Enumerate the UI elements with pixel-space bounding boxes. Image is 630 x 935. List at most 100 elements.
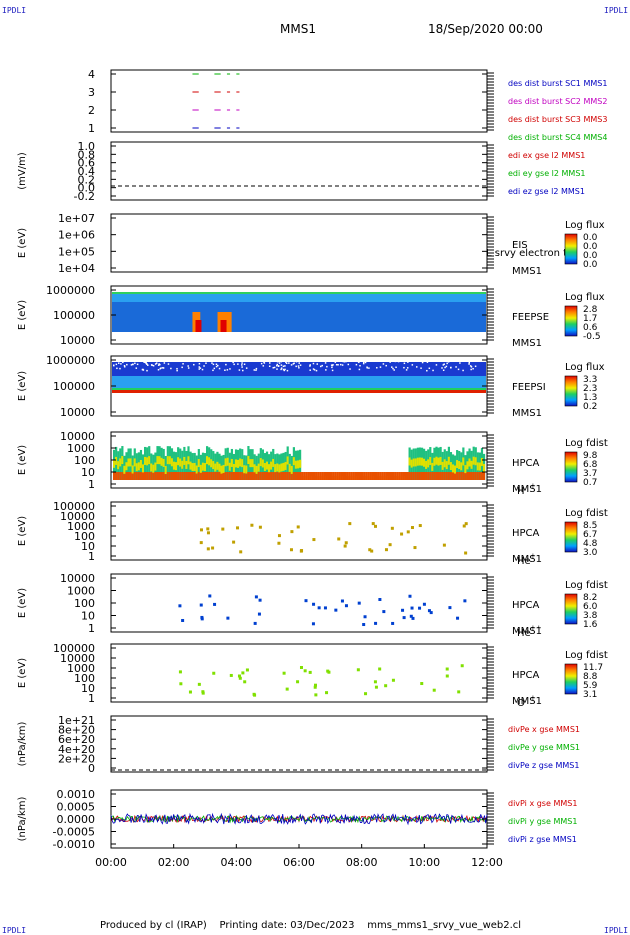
noise-dot — [362, 362, 365, 365]
spectrogram-column — [203, 472, 207, 480]
spectrogram-column — [251, 459, 254, 468]
noise-dot — [339, 363, 342, 366]
y-tick-label: 0.6 — [78, 157, 96, 170]
noise-dot — [162, 367, 164, 369]
spectrogram-column — [429, 472, 432, 480]
noise-dot — [163, 362, 166, 364]
noise-dot — [255, 367, 258, 370]
panel-edi: -0.20.00.20.40.60.81.0 (mV/m) edi ex gse l… — [17, 140, 586, 203]
spectrogram-column — [441, 461, 444, 470]
spectrogram-speck — [382, 610, 386, 614]
spectrogram-speck — [211, 546, 215, 550]
spectrogram-column — [197, 459, 200, 468]
spectrogram-column — [470, 472, 473, 480]
y-tick-label: 1000 — [67, 520, 95, 533]
noise-dot — [160, 367, 162, 369]
spectrogram-column — [385, 472, 388, 480]
spectrogram-column — [125, 472, 128, 480]
noise-dot — [309, 369, 311, 371]
corner-tag-bottom-right: IPDLI — [604, 926, 629, 935]
y-tick-label: 1e+04 — [58, 262, 95, 275]
spectrogram-column — [241, 472, 244, 480]
spectrogram-column — [325, 472, 329, 480]
spectrogram-column — [150, 472, 153, 480]
spectrogram-column — [119, 472, 122, 480]
noise-dot — [299, 364, 302, 366]
colorbar-tick-label: 3.3 — [583, 375, 597, 385]
colorbar-tick-label: 1.7 — [583, 314, 597, 324]
noise-dot — [292, 363, 295, 365]
spectrogram-column — [119, 458, 122, 467]
spectrogram-column — [284, 461, 287, 470]
spectrogram-speck — [445, 674, 449, 678]
noise-dot — [226, 369, 229, 371]
spectrogram-column — [282, 462, 285, 471]
spectrogram-speck — [420, 682, 424, 686]
noise-dot — [158, 363, 160, 365]
y-tick-label: 1.0 — [78, 140, 96, 153]
noise-dot — [405, 369, 408, 371]
noise-dot — [445, 365, 448, 368]
spectrogram-column — [373, 472, 376, 480]
spectrogram-column — [456, 472, 459, 480]
y-tick-label: 100000 — [53, 500, 95, 513]
spectrogram-column — [451, 464, 455, 473]
overlay-text: L srvy electron to — [486, 248, 573, 259]
noise-dot — [282, 368, 285, 371]
spectrogram-column — [191, 463, 194, 472]
spectrogram-column — [311, 472, 314, 480]
spectrogram-column — [148, 456, 151, 465]
noise-dot — [341, 360, 344, 363]
noise-dot — [277, 360, 279, 363]
noise-dot — [159, 367, 162, 370]
spectrogram-column — [214, 472, 217, 480]
noise-dot — [319, 365, 322, 368]
spectrogram-speck — [411, 616, 415, 620]
spectrogram-column — [439, 472, 442, 480]
noise-dot — [442, 369, 445, 371]
panel-burst: 1 2 3 4 des dist burst SC1 MMS1 des dist burs… — [88, 68, 607, 142]
spectrogram-column — [170, 472, 174, 480]
spectrogram-column — [332, 472, 335, 480]
spectrogram-speck — [334, 608, 338, 612]
species-charge: + — [530, 694, 536, 702]
noise-dot — [229, 368, 231, 370]
spectrogram-column — [226, 472, 229, 480]
spectrogram-column — [431, 472, 434, 480]
noise-dot — [157, 368, 160, 371]
spectrogram-column — [342, 472, 345, 480]
spectrogram-speck — [401, 608, 405, 612]
spectrogram-column — [243, 472, 246, 480]
spectrogram-column — [478, 472, 481, 480]
spectrogram-column — [133, 472, 136, 480]
spectrogram-column — [406, 472, 409, 480]
spectrogram-speck — [308, 670, 312, 674]
panel-label: EIS — [512, 240, 528, 251]
y-tick-label: 1e+05 — [58, 245, 95, 258]
noise-dot — [366, 367, 369, 369]
spectrogram-column — [356, 472, 360, 480]
spectrogram-column — [330, 472, 333, 480]
noise-dot — [385, 364, 387, 367]
corner-tag-right: IPDLI — [604, 6, 629, 15]
colorbar-tick-label: 11.7 — [583, 663, 603, 673]
colorbar-tick-label: 3.7 — [583, 469, 597, 479]
spectrogram-column — [278, 464, 281, 473]
spectrogram-column — [222, 464, 225, 473]
spectrogram-column — [478, 462, 481, 471]
spectrogram-column — [387, 472, 391, 480]
noise-dot — [394, 360, 397, 363]
spectrogram-speck — [378, 598, 382, 602]
noise-dot — [118, 362, 120, 364]
colorbar — [564, 305, 578, 337]
noise-dot — [276, 364, 278, 367]
noise-dot — [232, 361, 234, 364]
spectrogram-column — [131, 465, 134, 474]
spectrogram-column — [170, 458, 174, 467]
noise-dot — [241, 366, 243, 368]
noise-dot — [258, 360, 260, 362]
spectrogram-speck — [277, 534, 281, 538]
spectrogram-speck — [258, 598, 262, 602]
noise-dot — [187, 367, 190, 369]
spectrogram-column — [127, 472, 130, 480]
